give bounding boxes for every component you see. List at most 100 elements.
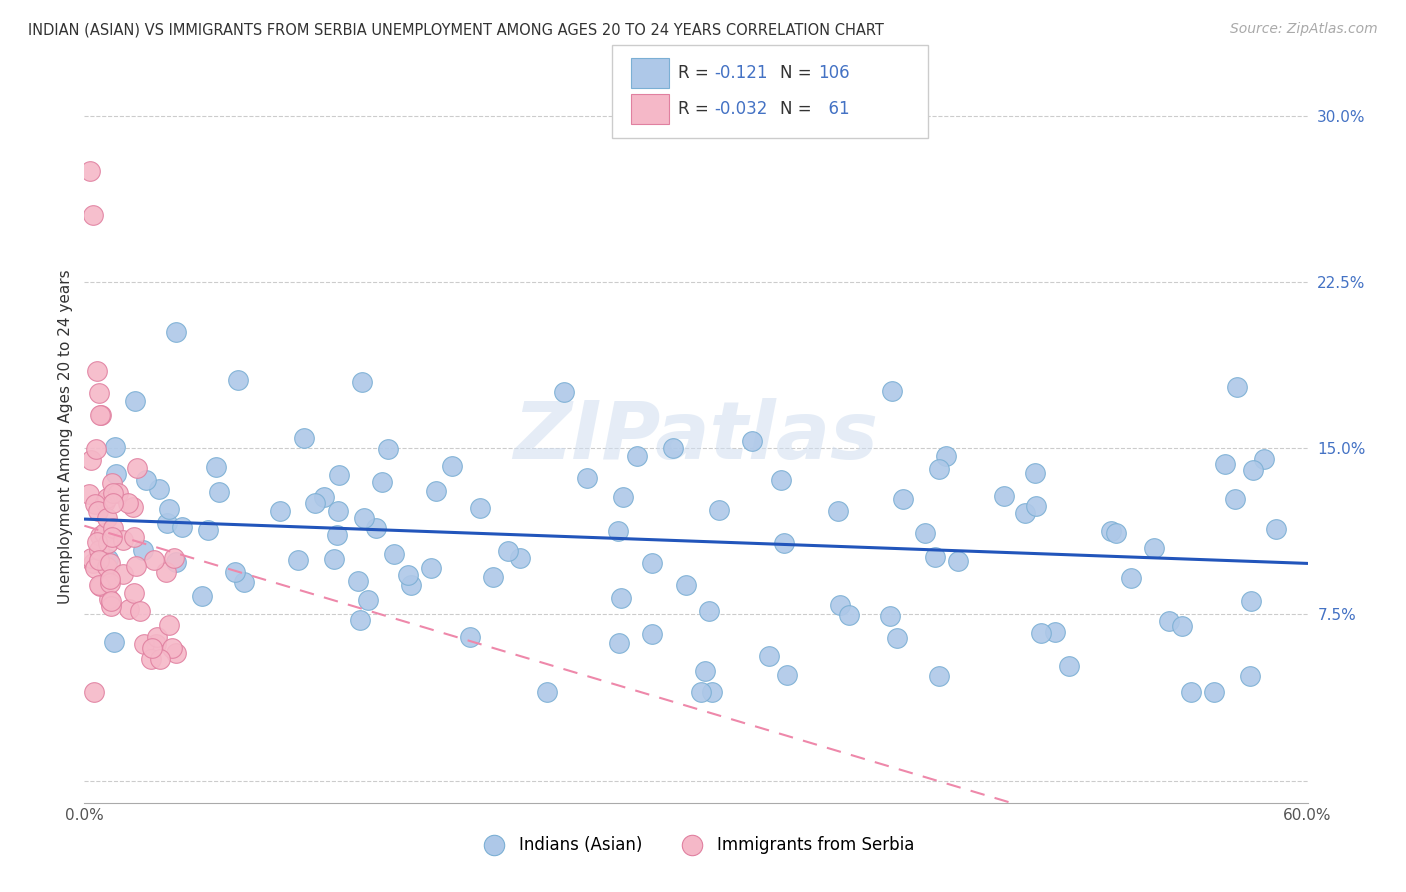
Point — [86, 535, 108, 549]
Point — [553, 384, 575, 399]
Point — [101, 485, 124, 500]
Point — [124, 393, 146, 408]
Point — [96, 559, 118, 574]
Point — [124, 586, 146, 600]
Point — [96, 511, 118, 525]
Point — [124, 559, 146, 574]
Point — [322, 551, 344, 566]
Point — [107, 485, 129, 500]
Point — [328, 467, 350, 482]
Point — [104, 467, 127, 481]
Point — [509, 550, 531, 565]
Point — [132, 637, 155, 651]
Point — [370, 475, 392, 489]
Point — [287, 552, 309, 566]
Point — [828, 598, 851, 612]
Point — [122, 500, 145, 514]
Point — [103, 521, 125, 535]
Point — [170, 520, 193, 534]
Point — [396, 567, 419, 582]
Point — [879, 609, 901, 624]
Point — [97, 536, 120, 550]
Point — [104, 440, 127, 454]
Point — [425, 483, 447, 498]
Point — [612, 490, 634, 504]
Point — [165, 555, 187, 569]
Point — [129, 604, 152, 618]
Point — [1105, 526, 1128, 541]
Point — [89, 408, 111, 422]
Point — [94, 494, 117, 508]
Point — [399, 578, 422, 592]
Text: -0.032: -0.032 — [714, 100, 768, 118]
Text: R =: R = — [678, 64, 714, 82]
Text: R =: R = — [678, 100, 714, 118]
Point — [77, 487, 100, 501]
Point — [886, 632, 908, 646]
Point — [1180, 685, 1202, 699]
Point — [1045, 625, 1067, 640]
Point — [93, 525, 115, 540]
Point — [690, 685, 713, 699]
Point — [364, 521, 387, 535]
Point — [776, 668, 799, 682]
Point — [146, 630, 169, 644]
Point — [149, 651, 172, 665]
Point — [118, 602, 141, 616]
Point — [145, 637, 167, 651]
Point — [891, 492, 914, 507]
Point — [127, 461, 149, 475]
Point — [607, 524, 630, 538]
Point — [80, 551, 103, 566]
Point — [468, 501, 491, 516]
Point — [155, 565, 177, 579]
Point — [610, 591, 633, 606]
Point — [1225, 491, 1247, 506]
Point — [946, 554, 969, 568]
Point — [481, 570, 503, 584]
Point — [626, 450, 648, 464]
Point — [607, 636, 630, 650]
Point — [292, 431, 315, 445]
Point — [770, 473, 793, 487]
Point — [382, 548, 405, 562]
Point — [993, 489, 1015, 503]
Point — [1239, 669, 1261, 683]
Point — [84, 497, 107, 511]
Point — [101, 496, 124, 510]
Point — [82, 556, 104, 570]
Point — [420, 560, 443, 574]
Point — [1099, 524, 1122, 538]
Point — [356, 593, 378, 607]
Point — [1265, 522, 1288, 536]
Point — [1241, 463, 1264, 477]
Point — [111, 566, 134, 581]
Point — [233, 574, 256, 589]
Text: N =: N = — [780, 64, 817, 82]
Point — [924, 550, 946, 565]
Point — [98, 576, 121, 591]
Point — [441, 459, 464, 474]
Point — [89, 579, 111, 593]
Point — [111, 533, 134, 547]
Point — [79, 164, 101, 178]
Point — [117, 496, 139, 510]
Point — [101, 475, 124, 490]
Point — [1202, 685, 1225, 699]
Point — [914, 526, 936, 541]
Point — [1025, 499, 1047, 513]
Point — [98, 573, 121, 587]
Point — [100, 599, 122, 613]
Point — [641, 627, 664, 641]
Point — [87, 553, 110, 567]
Point — [141, 640, 163, 655]
Point — [675, 578, 697, 592]
Text: 106: 106 — [818, 64, 849, 82]
Point — [141, 651, 163, 665]
Point — [165, 325, 187, 339]
Point — [87, 385, 110, 400]
Point — [90, 408, 112, 422]
Point — [1171, 619, 1194, 633]
Point — [86, 363, 108, 377]
Point — [82, 209, 104, 223]
